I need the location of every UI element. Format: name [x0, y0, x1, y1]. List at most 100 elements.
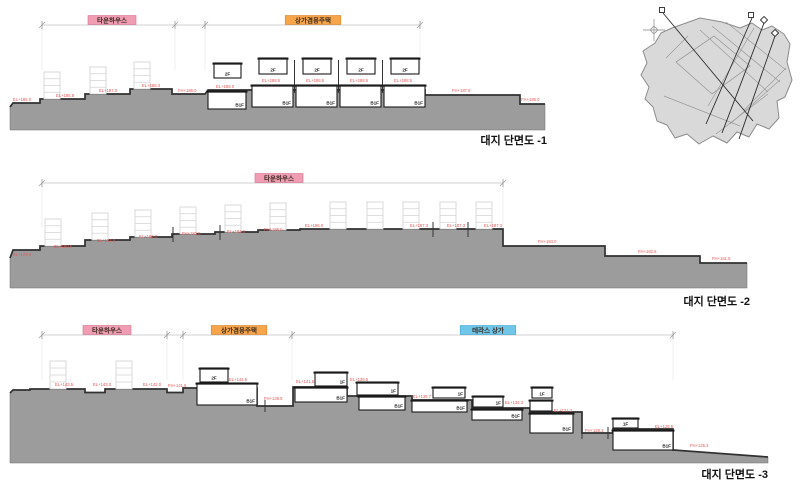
dimension-tick	[499, 179, 507, 187]
building: 1F B1F	[611, 417, 675, 451]
building: 1F B1F	[528, 386, 575, 434]
elevation-label: EL+188.5	[350, 78, 369, 83]
building-floor-label: 1F	[623, 421, 629, 426]
keymap-square-marker	[748, 12, 754, 18]
building: 2F B1F	[382, 57, 427, 108]
dimension-tick	[179, 331, 187, 339]
building-floor-label: B1F	[414, 100, 423, 105]
keymap-road	[711, 25, 781, 83]
elevation-label: EL+142.0	[143, 382, 162, 387]
zone-badge-townhouse	[82, 325, 132, 335]
building-floor-label: 2F	[314, 67, 320, 72]
ground-top-edge	[9, 88, 545, 108]
keymap-road	[665, 35, 689, 59]
building: 1F B1F	[470, 395, 524, 421]
keymap	[640, 7, 793, 145]
elevation-label: EL+134.3	[505, 400, 524, 405]
section-title-1: 대지 단면도 -1	[481, 133, 548, 147]
dimension-tick	[416, 21, 424, 29]
building: 2F B1F	[206, 62, 248, 110]
elevation-label: FH+125.3	[690, 443, 709, 448]
elevation-label: EL+185.0	[13, 97, 32, 102]
building: 1F B1F	[410, 386, 469, 413]
building-floor-label: B1F	[336, 395, 345, 400]
elevation-label: FH+185.0	[264, 227, 283, 232]
elevation-label: EL+182.0	[97, 238, 116, 243]
zone-badge-mixed-use-housing-label: 상가겸용주택	[295, 16, 331, 25]
zone-badge-terrace-retail	[459, 325, 517, 335]
section-2: 타운하우스 EL+179.0 EL+180.5 EL+182.0 EL+183.0 FH+…	[9, 173, 751, 308]
dimension-tick	[171, 21, 179, 29]
keymap-road	[743, 67, 787, 111]
dimension-tick	[38, 21, 46, 29]
building-floor-label: B1F	[326, 100, 335, 105]
keymap-diamond-marker	[759, 15, 769, 25]
building: 1F B1F	[293, 371, 349, 403]
elevation-label: FH+182.5	[638, 249, 657, 254]
building: 2F B1F	[195, 367, 259, 406]
keymap-road	[699, 29, 769, 93]
building-floor-label: B1F	[246, 398, 255, 403]
zone-badge-mixed-use-housing	[210, 325, 268, 335]
elevation-label: EL+143.0	[93, 382, 112, 387]
elevation-label: EL+183.0	[139, 234, 158, 239]
elevation-label: EL+141.5	[296, 379, 315, 384]
elevation-label: EL+180.5	[54, 244, 73, 249]
elevation-label: EL+184.5	[227, 229, 246, 234]
dimension-tick	[201, 21, 209, 29]
building-floor-label: B1F	[394, 403, 403, 408]
building-box	[529, 399, 553, 412]
building-floor-label: 1F	[539, 391, 545, 396]
elevation-label: FH+128.3	[585, 428, 604, 433]
building-floor-label: 1F	[340, 379, 346, 384]
elevation-label: EL+136.7	[413, 394, 432, 399]
elevation-label: EL+139.5	[350, 377, 369, 382]
elevation-label: EL+179.0	[13, 252, 32, 257]
building-floor-label: B1F	[282, 100, 291, 105]
section-title-3: 대지 단면도 -3	[702, 467, 769, 481]
zone-badge-mixed-use-housing	[284, 15, 342, 25]
building-floor-label: 2F	[225, 71, 231, 76]
dimension-tick	[288, 331, 296, 339]
section-title-2: 대지 단면도 -2	[684, 294, 751, 308]
building: 1F B1F	[355, 381, 407, 411]
building-floor-label: B1F	[456, 405, 465, 410]
building: 2F B1F	[294, 57, 339, 108]
keymap-site-boundary	[640, 17, 793, 145]
dimension-tick	[38, 331, 46, 339]
elevation-label: EL+187.0	[99, 88, 118, 93]
building-floor-label: 2F	[211, 375, 217, 380]
keymap-inner-block	[675, 35, 751, 95]
keymap-road	[715, 93, 769, 135]
zone-badge-townhouse-label: 타운하우스	[97, 16, 127, 25]
building-floor-label: 2F	[358, 67, 364, 72]
zone-badge-mixed-use-housing-label: 상가겸용주택	[221, 326, 257, 335]
section-3: 타운하우스 상가겸용주택 테라스 상가 2F B1F 1F B1F 1F B1F 1F B1F 1F B…	[9, 325, 769, 481]
elevation-label: EL+187.3	[410, 223, 429, 228]
elevation-label: EL+188.3	[142, 83, 161, 88]
keymap-section-cut-line	[738, 35, 776, 140]
dimension-tick	[38, 179, 46, 187]
elevation-label: FH+141.5	[168, 383, 187, 388]
keymap-section-cut-line	[721, 22, 765, 134]
building-floor-label: B1F	[235, 102, 244, 107]
section-1: 타운하우스 상가겸용주택 2F B1F 2F B1F 2F B1F 2F B1F 2F B1F EL+1…	[9, 15, 548, 147]
zone-badge-townhouse-label: 타운하우스	[92, 326, 122, 335]
compass-icon	[649, 25, 659, 35]
elevation-label: EL+187.3	[484, 223, 503, 228]
elevation-label: EL+188.5	[306, 78, 325, 83]
zone-badge-townhouse	[87, 15, 137, 25]
elevation-label: EL+187.3	[447, 223, 466, 228]
building-floor-label: B1F	[511, 413, 520, 418]
ground-mass	[9, 228, 748, 289]
building-floor-label: B1F	[370, 100, 379, 105]
building-floor-label: B1F	[662, 443, 671, 448]
building-floor-label: 1F	[391, 388, 397, 393]
zone-badge-terrace-retail-label: 테라스 상가	[472, 326, 504, 335]
elevation-label: FH+183.5	[182, 231, 201, 236]
elevation-label: FH+186.0	[178, 88, 197, 93]
elevation-label: EL+188.5	[394, 78, 413, 83]
elevation-label: FH+181.5	[712, 256, 731, 261]
elevation-label: EL+144.5	[229, 377, 248, 382]
